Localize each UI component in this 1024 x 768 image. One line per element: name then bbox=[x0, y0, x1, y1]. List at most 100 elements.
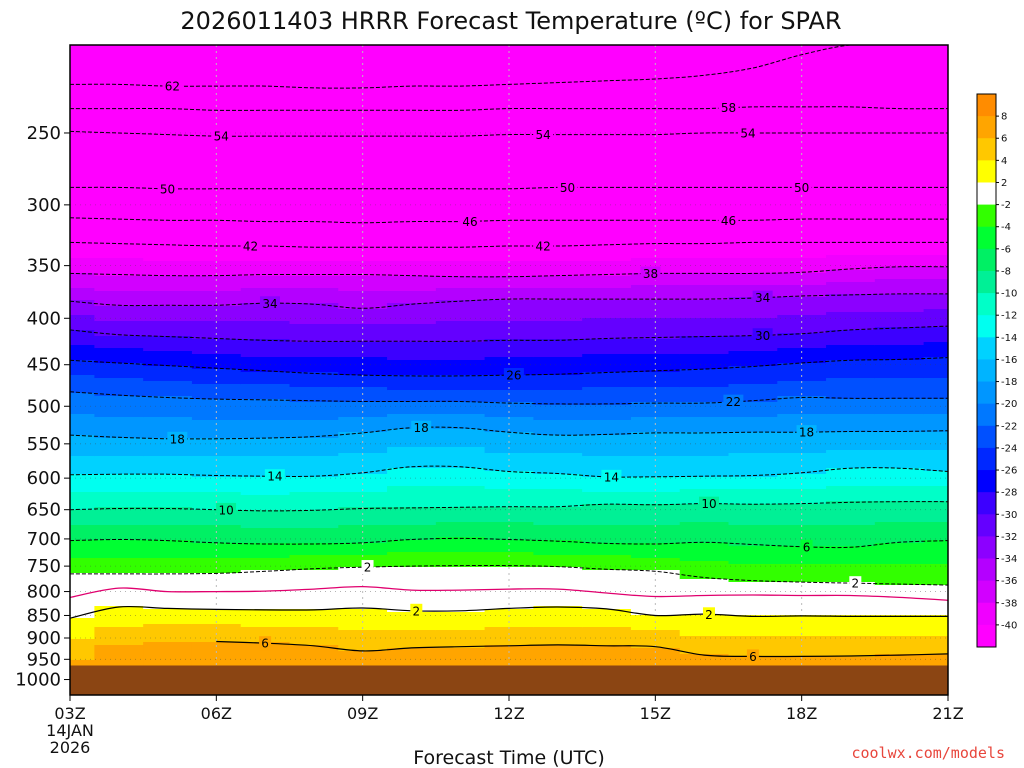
x-tick-label: 06Z bbox=[201, 704, 232, 723]
isotherm-label: 6 bbox=[261, 637, 269, 651]
temperature-band bbox=[874, 294, 925, 313]
colorbar-label: -28 bbox=[1001, 488, 1017, 499]
temperature-band bbox=[777, 297, 827, 316]
isotherm-label: 58 bbox=[721, 101, 736, 115]
temperature-band bbox=[630, 525, 681, 544]
temperature-band bbox=[533, 261, 583, 277]
isotherm-label-bg bbox=[411, 420, 432, 435]
x-tick-label: 15Z bbox=[640, 704, 671, 723]
colorbar-swatch bbox=[977, 182, 996, 206]
colorbar-swatch bbox=[977, 116, 996, 139]
y-tick-label: 650 bbox=[27, 500, 61, 521]
x-tick-label: 03Z bbox=[54, 704, 85, 723]
temperature-band bbox=[874, 615, 925, 637]
isotherm-label: 46 bbox=[462, 215, 477, 229]
temperature-band bbox=[191, 306, 242, 322]
temperature-band bbox=[874, 636, 925, 655]
temperature-band bbox=[240, 339, 291, 358]
colorbar-swatch bbox=[977, 602, 996, 626]
x-date-label: 2026 bbox=[50, 738, 91, 757]
temperature-band bbox=[94, 363, 144, 379]
isotherm-label-bg bbox=[216, 502, 237, 517]
isotherm-line bbox=[216, 640, 948, 658]
temperature-band bbox=[484, 471, 535, 490]
temperature-band bbox=[435, 288, 486, 301]
temperature-band bbox=[923, 501, 948, 523]
temperature-band bbox=[289, 627, 340, 646]
temperature-band bbox=[679, 522, 730, 544]
colorbar-label: -16 bbox=[1001, 355, 1017, 366]
temperature-band bbox=[289, 288, 340, 304]
temperature-band bbox=[826, 330, 876, 346]
temperature-band bbox=[874, 468, 925, 487]
temperature-band bbox=[70, 618, 96, 640]
temperature-band bbox=[435, 486, 486, 508]
temperature-band bbox=[874, 501, 925, 523]
temperature-band bbox=[826, 294, 876, 313]
temperature-band bbox=[143, 609, 193, 625]
temperature-band bbox=[728, 432, 779, 454]
temperature-band bbox=[338, 525, 388, 544]
isotherm-label: 6 bbox=[749, 650, 757, 664]
temperature-band bbox=[70, 540, 96, 559]
temperature-band bbox=[143, 492, 193, 508]
temperature-band bbox=[533, 276, 583, 289]
colorbar-swatch bbox=[977, 403, 996, 427]
colorbar-swatch bbox=[977, 580, 996, 604]
temperature-band bbox=[289, 420, 340, 439]
colorbar-label: -18 bbox=[1001, 377, 1017, 388]
temperature-band bbox=[923, 471, 948, 487]
temperature-band bbox=[94, 606, 144, 628]
temperature-band bbox=[679, 369, 730, 388]
temperature-band bbox=[240, 420, 291, 439]
isotherm-label-bg bbox=[752, 290, 773, 305]
temperature-band bbox=[191, 384, 242, 400]
temperature-band bbox=[240, 543, 291, 559]
isotherm-line bbox=[70, 217, 948, 224]
temperature-band bbox=[728, 546, 779, 565]
temperature-band bbox=[387, 507, 437, 526]
colorbar-swatch bbox=[977, 293, 996, 316]
isotherm-label: 62 bbox=[165, 80, 180, 94]
temperature-band bbox=[923, 414, 948, 433]
temperature-band bbox=[728, 564, 779, 583]
temperature-band bbox=[826, 378, 876, 400]
colorbar-label: -40 bbox=[1001, 620, 1017, 631]
temperature-band bbox=[191, 276, 242, 292]
temperature-band bbox=[143, 396, 193, 418]
temperature-band bbox=[240, 528, 291, 544]
temperature-band bbox=[874, 399, 925, 415]
temperature-band bbox=[777, 348, 827, 364]
colorbar-swatch bbox=[977, 470, 996, 493]
temperature-band bbox=[484, 276, 535, 289]
isotherm-label-bg bbox=[752, 328, 773, 343]
temperature-band bbox=[630, 402, 681, 418]
isotherm-label: 30 bbox=[755, 329, 770, 343]
temperature-band bbox=[826, 501, 876, 526]
isotherm-label: 34 bbox=[262, 297, 277, 311]
temperature-band bbox=[94, 417, 144, 439]
temperature-band bbox=[435, 390, 486, 403]
temperature-band bbox=[923, 636, 948, 655]
temperature-band bbox=[70, 300, 96, 316]
temperature-band bbox=[874, 564, 925, 586]
temperature-band bbox=[94, 321, 144, 337]
temperature-band bbox=[70, 375, 96, 394]
isotherm-label-bg bbox=[211, 129, 232, 144]
temperature-band bbox=[387, 612, 437, 631]
isotherm-label: 18 bbox=[414, 421, 429, 435]
y-tick-label: 850 bbox=[27, 605, 61, 626]
temperature-band bbox=[143, 540, 193, 559]
colorbar-label: -4 bbox=[1001, 222, 1011, 233]
isotherm-label: 50 bbox=[160, 182, 175, 196]
temperature-band bbox=[387, 261, 437, 277]
temperature-band bbox=[728, 477, 779, 490]
temperature-band bbox=[70, 435, 96, 457]
temperature-band bbox=[679, 336, 730, 355]
temperature-band bbox=[70, 456, 96, 475]
temperature-band bbox=[679, 543, 730, 562]
temperature-band bbox=[582, 276, 632, 289]
temperature-band bbox=[679, 402, 730, 418]
y-tick-label: 300 bbox=[27, 195, 61, 216]
temperature-band bbox=[777, 453, 827, 475]
